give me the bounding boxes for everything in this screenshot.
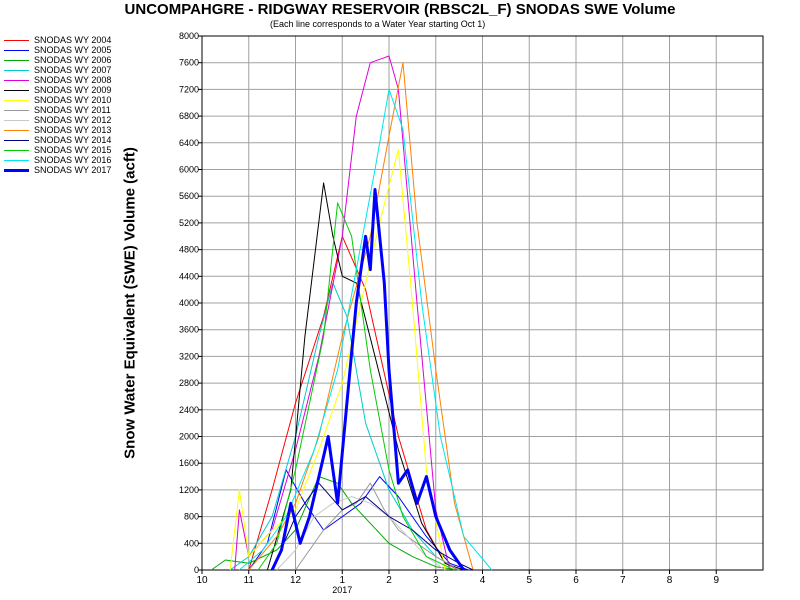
y-tick-label: 4000 (179, 298, 199, 308)
legend-swatch (4, 90, 29, 91)
series-line-snodas-wy-2014 (271, 482, 474, 571)
series-line-snodas-wy-2015 (257, 202, 455, 571)
x-tick-label: 8 (667, 575, 673, 586)
y-tick-label: 400 (184, 538, 199, 548)
legend-label: SNODAS WY 2006 (34, 55, 112, 65)
y-tick-label: 2000 (179, 432, 199, 442)
series-line-snodas-wy-2004 (248, 235, 460, 571)
y-tick-label: 4800 (179, 245, 199, 255)
y-tick-label: 3200 (179, 351, 199, 361)
x-tick-label: 4 (480, 575, 486, 586)
series-line-snodas-wy-2005 (248, 469, 469, 571)
legend-swatch (4, 169, 29, 172)
legend-swatch (4, 120, 29, 121)
series-line-snodas-wy-2010 (229, 149, 446, 571)
legend-swatch (4, 150, 29, 151)
legend-swatch (4, 130, 29, 131)
y-tick-label: 800 (184, 512, 199, 522)
chart-title: UNCOMPAHGRE - RIDGWAY RESERVOIR (RBSC2L_… (124, 1, 676, 18)
y-tick-label: 2800 (179, 378, 199, 388)
x-tick-label: 7 (620, 575, 626, 586)
x-tick-label: 6 (573, 575, 579, 586)
legend-label: SNODAS WY 2016 (34, 155, 112, 165)
legend-label: SNODAS WY 2014 (34, 135, 112, 145)
plot-frame (201, 35, 764, 571)
y-tick-label: 0 (194, 565, 199, 575)
x-tick-label: 10 (196, 575, 208, 586)
y-tick-label: 8000 (179, 31, 199, 41)
x-tick-label: 12 (290, 575, 302, 586)
legend-swatch (4, 70, 29, 71)
legend-swatch (4, 110, 29, 111)
series-line-snodas-wy-2016 (239, 88, 493, 571)
series-line-snodas-wy-2007 (229, 282, 460, 571)
y-tick-label: 1600 (179, 458, 199, 468)
legend-swatch (4, 140, 29, 141)
series-line-snodas-wy-2017 (270, 188, 466, 571)
legend-label: SNODAS WY 2015 (34, 145, 112, 155)
y-tick-label: 5200 (179, 218, 199, 228)
y-tick-label: 1200 (179, 485, 199, 495)
series-line-snodas-wy-2009 (266, 182, 464, 571)
legend-label: SNODAS WY 2012 (34, 115, 112, 125)
y-tick-label: 7600 (179, 58, 199, 68)
y-tick-label: 6400 (179, 138, 199, 148)
legend-label: SNODAS WY 2011 (34, 105, 111, 115)
legend-swatch (4, 50, 29, 51)
x-tick-label: 3 (433, 575, 439, 586)
y-tick-label: 4400 (179, 271, 199, 281)
y-tick-label: 2400 (179, 405, 199, 415)
y-tick-label: 6800 (179, 111, 199, 121)
y-tick-label: 5600 (179, 191, 199, 201)
legend-label: SNODAS WY 2013 (34, 125, 112, 135)
legend-label: SNODAS WY 2004 (34, 35, 112, 45)
y-tick-label: 7200 (179, 84, 199, 94)
x-tick-label: 11 (244, 575, 255, 586)
legend-label: SNODAS WY 2010 (34, 95, 112, 105)
legend-label: SNODAS WY 2017 (34, 165, 112, 175)
x-tick-label: 1 (339, 575, 345, 586)
legend-label: SNODAS WY 2005 (34, 45, 112, 55)
y-tick-label: 3600 (179, 325, 199, 335)
series-line-snodas-wy-2006 (211, 476, 460, 571)
legend-swatch (4, 60, 29, 61)
chart-subtitle: (Each line corresponds to a Water Year s… (270, 19, 486, 29)
x-tick-label: 9 (713, 575, 719, 586)
legend-swatch (4, 40, 29, 41)
legend-swatch (4, 160, 29, 161)
y-tick-label: 6000 (179, 165, 199, 175)
legend-label: SNODAS WY 2009 (34, 85, 112, 95)
x-tick-label: 5 (526, 575, 532, 586)
legend-label: SNODAS WY 2007 (34, 65, 112, 75)
x-year-label: 2017 (332, 585, 352, 595)
legend-label: SNODAS WY 2008 (34, 75, 112, 85)
series-line-snodas-wy-2011 (295, 482, 460, 571)
legend-swatch (4, 100, 29, 101)
x-tick-label: 2 (386, 575, 392, 586)
legend-swatch (4, 80, 29, 81)
